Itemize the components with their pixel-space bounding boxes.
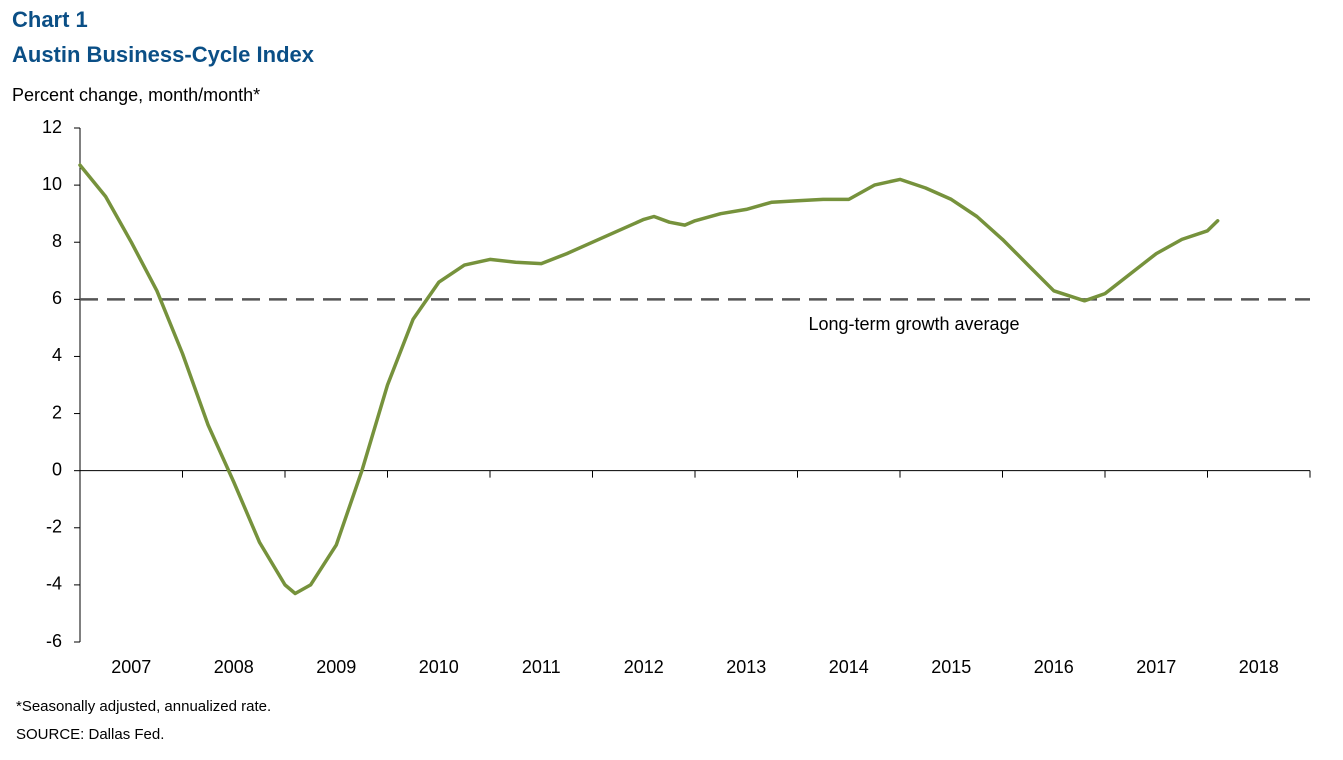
x-tick-label: 2008 (214, 657, 254, 677)
y-tick-label: 12 (42, 117, 62, 137)
x-tick-label: 2016 (1034, 657, 1074, 677)
y-tick-label: 8 (52, 231, 62, 251)
x-tick-label: 2018 (1239, 657, 1279, 677)
source: SOURCE: Dallas Fed. (16, 726, 164, 743)
chart-subtitle: Austin Business-Cycle Index (12, 42, 315, 67)
y-tick-label: 10 (42, 174, 62, 194)
x-tick-label: 2017 (1136, 657, 1176, 677)
x-tick-label: 2010 (419, 657, 459, 677)
chart-title: Chart 1 (12, 7, 88, 32)
series-line (78, 163, 1220, 596)
x-tick-label: 2009 (316, 657, 356, 677)
y-tick-label: 0 (52, 459, 62, 479)
y-tick-label: -2 (46, 517, 62, 537)
x-tick-label: 2015 (931, 657, 971, 677)
x-tick-label: 2012 (624, 657, 664, 677)
x-tick-label: 2014 (829, 657, 869, 677)
x-tick-label: 2011 (522, 657, 561, 677)
x-tick-label: 2007 (111, 657, 151, 677)
y-tick-label: 4 (52, 345, 62, 365)
reference-label: Long-term growth average (808, 314, 1019, 334)
y-axis-label: Percent change, month/month* (12, 85, 260, 105)
x-tick-label: 2013 (726, 657, 766, 677)
y-tick-label: 6 (52, 288, 62, 308)
y-tick-label: 2 (52, 402, 62, 422)
footnote: *Seasonally adjusted, annualized rate. (16, 698, 271, 715)
y-tick-label: -6 (46, 631, 62, 651)
y-tick-label: -4 (46, 574, 62, 594)
